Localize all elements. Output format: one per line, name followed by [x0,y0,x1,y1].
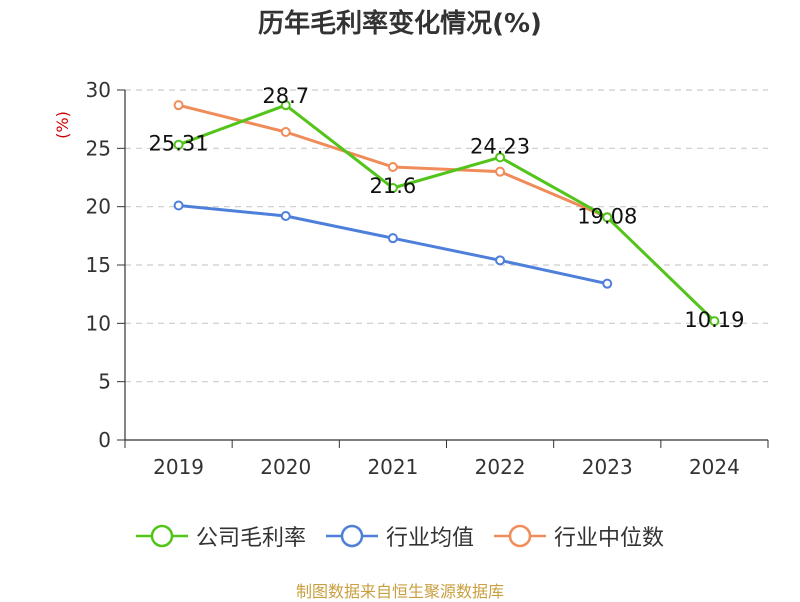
data-label: 28.7 [262,84,309,108]
data-point [709,316,720,327]
grid-layer [125,89,768,383]
data-label: 21.6 [370,174,417,198]
x-tick-label: 2020 [260,455,311,479]
x-tick-label: 2024 [689,455,740,479]
data-point [173,139,184,150]
data-point [387,233,398,244]
y-tick-label: 25 [86,136,111,160]
data-point [280,127,291,137]
legend: 公司毛利率 行业均值 行业中位数 [0,520,800,555]
data-point [173,200,184,211]
data-point [387,162,398,172]
data-point [495,166,506,177]
series-line [178,204,608,286]
data-point [602,212,613,223]
y-tick-label: 20 [86,195,111,219]
legend-marker-icon [325,524,378,548]
legend-label: 行业中位数 [554,526,665,551]
data-point [173,100,184,111]
source-note: 制图数据来自恒生聚源数据库 [295,582,504,601]
x-tick-label: 2019 [153,455,204,479]
y-tick-label: 0 [98,428,111,452]
data-label-layer: 25.31 28.7 21.6 24.23 19.08 10.19 [149,84,745,332]
data-label: 10.19 [684,308,744,332]
data-label: 25.31 [149,132,209,156]
data-point [280,211,291,221]
legend-label: 公司毛利率 [195,526,306,551]
x-tick-label: 2022 [475,455,526,479]
data-point [280,100,291,111]
y-tick-label: 5 [98,370,111,394]
series-layer [173,100,720,327]
legend-marker-icon [135,524,188,548]
legend-item[interactable]: 行业中位数 [494,520,664,552]
y-tick-label: 30 [86,78,111,102]
series-line [178,103,716,323]
legend-label: 行业均值 [385,526,474,551]
legend-marker-icon [494,524,546,548]
legend-item[interactable]: 公司毛利率 [135,520,306,552]
axis-layer: 0 5 10 15 20 25 30 2019 2020 2021 2022 2023 2024 (%) [53,78,769,479]
data-point [602,278,613,289]
data-point [495,255,506,266]
x-tick-label: 2021 [367,455,418,479]
y-tick-label: 10 [86,311,111,335]
data-label: 19.08 [577,204,637,228]
data-point [387,183,398,193]
data-point [495,152,506,163]
y-tick-label: 15 [86,253,111,277]
y-axis-label: (%) [53,111,72,139]
chart-title: 历年毛利率变化情况(%) [258,9,542,39]
legend-item[interactable]: 行业均值 [325,520,474,552]
x-tick-label: 2023 [582,455,633,479]
data-label: 24.23 [470,134,530,158]
